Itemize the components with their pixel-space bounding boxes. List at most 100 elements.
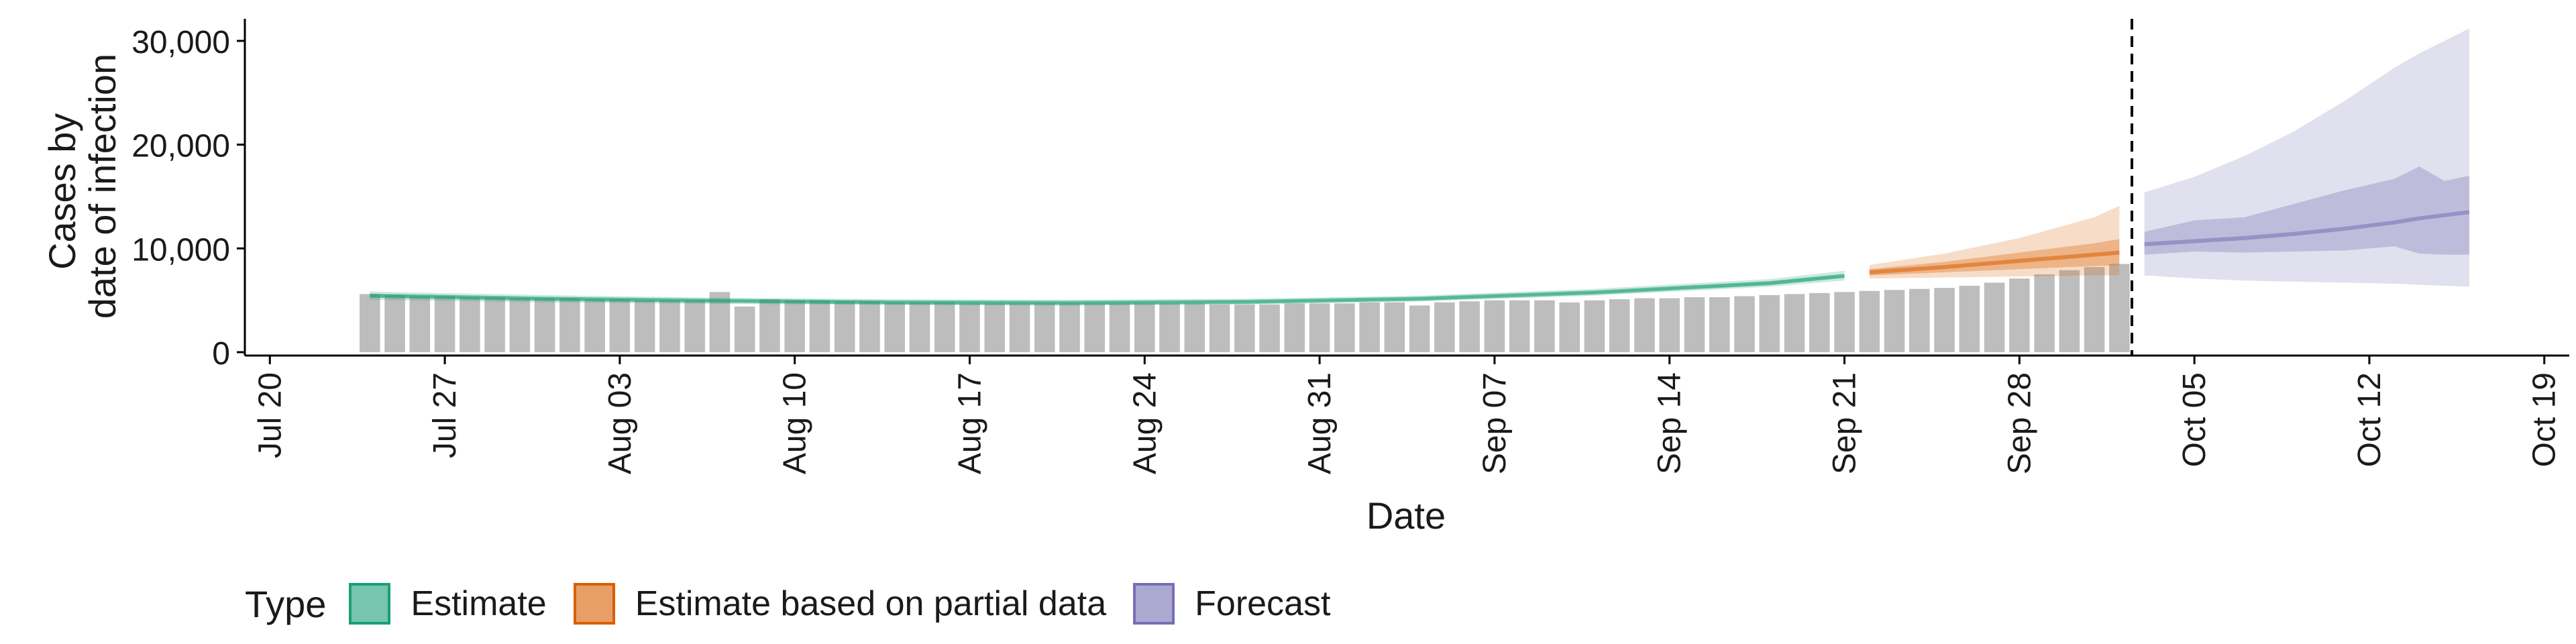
bar <box>884 302 905 352</box>
x-tick-label: Aug 24 <box>1127 372 1163 474</box>
legend-label-forecast: Forecast <box>1195 584 1331 623</box>
bar <box>1384 302 1405 352</box>
bar <box>609 299 631 352</box>
median-line-1 <box>1869 250 2120 274</box>
bar <box>1259 304 1280 352</box>
ribbon-90-1 <box>1869 205 2120 279</box>
bar <box>1909 288 1930 352</box>
bar <box>809 300 830 352</box>
x-tick-label: Sep 07 <box>1477 372 1513 474</box>
x-tick-label: Sep 28 <box>2002 372 2037 474</box>
bar <box>1284 303 1305 352</box>
bar <box>559 298 580 352</box>
bar <box>684 300 705 352</box>
bar <box>1209 304 1230 352</box>
x-tick-label: Aug 03 <box>602 372 638 474</box>
x-tick-label: Jul 27 <box>427 372 463 458</box>
bar <box>1884 290 1905 352</box>
bar <box>384 294 405 352</box>
y-tick-label: 10,000 <box>131 232 230 268</box>
bar <box>1709 297 1730 352</box>
legend-swatch-estimate <box>349 583 391 625</box>
bar <box>959 303 980 352</box>
bar <box>934 302 955 352</box>
y-tick-label: 30,000 <box>131 25 230 60</box>
bar <box>1784 294 1805 352</box>
x-tick-label: Aug 17 <box>952 372 987 474</box>
bar <box>1534 300 1555 352</box>
y-axis-title: Cases by date of infection <box>41 54 123 319</box>
lines-layer <box>370 210 2470 305</box>
bar <box>434 296 455 352</box>
bar <box>1809 292 1830 352</box>
legend: Type Estimate Estimate based on partial … <box>245 577 1357 631</box>
bar <box>584 299 605 352</box>
bar <box>1459 301 1480 352</box>
bar <box>1759 294 1780 352</box>
bar <box>1434 302 1455 352</box>
x-tick-label: Sep 14 <box>1652 372 1688 474</box>
axes-layer: 0 10,000 20,000 30,000 Jul 20 Jul 27 Aug 03 Aug… <box>131 19 2569 474</box>
bar <box>909 302 930 352</box>
bar <box>634 300 655 352</box>
bar <box>859 301 880 352</box>
y-axis-title-line-2: date of infection <box>81 54 123 319</box>
legend-item-forecast: Forecast <box>1133 583 1330 625</box>
legend-item-estimate: Estimate <box>349 583 547 625</box>
bar <box>1409 305 1430 352</box>
bar <box>1659 298 1680 352</box>
x-tick-label: Oct 12 <box>2352 372 2387 467</box>
legend-item-partial: Estimate based on partial data <box>573 583 1107 625</box>
bar <box>1509 300 1530 352</box>
chart: 0 10,000 20,000 30,000 Jul 20 Jul 27 Aug 03 Aug… <box>41 19 2569 537</box>
bar <box>759 299 780 352</box>
legend-label-partial: Estimate based on partial data <box>635 584 1107 623</box>
bar <box>1859 290 1880 352</box>
bar <box>1609 299 1630 352</box>
bar <box>2009 278 2030 352</box>
x-tick-label: Sep 21 <box>1827 372 1863 474</box>
bar <box>1634 298 1655 352</box>
bar <box>1984 282 2005 352</box>
bar <box>2059 270 2080 352</box>
bar <box>1009 303 1030 352</box>
bar <box>1684 297 1705 352</box>
bar <box>509 298 531 352</box>
x-tick-label: Oct 19 <box>2527 372 2563 467</box>
x-axis-title: Date <box>1366 494 1446 537</box>
bar <box>834 301 855 352</box>
bar <box>1034 303 1055 352</box>
bar <box>1359 302 1380 352</box>
bar <box>460 297 480 352</box>
x-tick-label: Aug 10 <box>777 372 813 474</box>
bar <box>2034 274 2055 352</box>
bar <box>534 298 555 352</box>
bar <box>784 300 805 352</box>
bar <box>1584 300 1605 352</box>
bar <box>409 296 431 352</box>
ribbons-layer <box>370 28 2469 306</box>
bar <box>1134 303 1155 352</box>
x-tick-label: Jul 20 <box>252 372 288 458</box>
ribbon-50-2 <box>2144 166 2469 255</box>
bar <box>1484 300 1505 352</box>
bar <box>1159 303 1180 352</box>
bar <box>1059 303 1080 352</box>
bar <box>984 303 1006 352</box>
bar <box>1834 292 1855 352</box>
legend-title: Type <box>245 582 327 625</box>
bar <box>1959 286 1980 352</box>
bar <box>2109 264 2130 352</box>
bar <box>1334 303 1355 352</box>
x-tick-label: Oct 05 <box>2177 372 2212 467</box>
bar <box>1309 303 1330 352</box>
bar <box>1734 296 1755 352</box>
x-tick-label: Aug 31 <box>1302 372 1338 474</box>
median-line-2 <box>2144 210 2470 247</box>
y-tick-label: 0 <box>212 336 230 372</box>
legend-swatch-forecast <box>1133 583 1175 625</box>
bar <box>1559 302 1580 352</box>
bar <box>1234 304 1255 352</box>
legend-swatch-partial <box>573 583 615 625</box>
y-axis-title-line-1: Cases by <box>41 113 83 270</box>
